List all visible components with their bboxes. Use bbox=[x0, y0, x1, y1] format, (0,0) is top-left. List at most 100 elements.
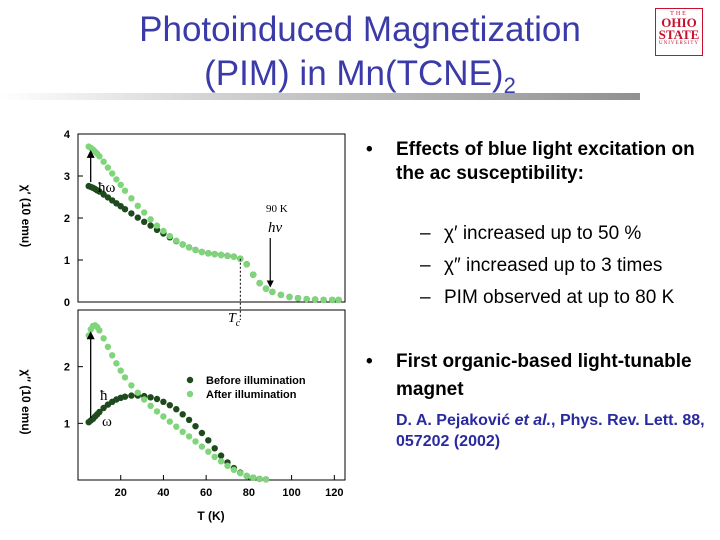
logo-the: THE bbox=[670, 11, 688, 17]
before-illumination-point bbox=[211, 445, 218, 452]
after-illumination-point bbox=[250, 271, 257, 278]
logo-ohio: OHIO bbox=[661, 15, 697, 30]
legend-label-after: After illumination bbox=[206, 389, 297, 401]
y-tick-label: 1 bbox=[64, 255, 70, 267]
hv-arrow-head bbox=[266, 280, 274, 288]
after-illumination-point bbox=[192, 438, 199, 445]
bottom-arrow-label-2: ω bbox=[102, 414, 112, 430]
sub-bullet-text: PIM observed at up to 80 K bbox=[444, 287, 675, 308]
before-illumination-point bbox=[147, 222, 154, 229]
after-illumination-point bbox=[237, 470, 244, 477]
logo-university: UNIVERSITY bbox=[659, 41, 699, 46]
after-illumination-point bbox=[224, 462, 231, 469]
after-illumination-point bbox=[205, 250, 212, 257]
after-illumination-point bbox=[303, 295, 310, 303]
reference-journal: , Phys. Rev. Lett. 88, 057202 (2002) bbox=[396, 412, 705, 450]
top-plot-frame bbox=[77, 133, 346, 303]
title-subscript: 2 bbox=[503, 73, 516, 98]
illumination-arrow-head bbox=[86, 331, 95, 340]
after-illumination-point bbox=[185, 433, 193, 440]
bullet-dot: • bbox=[366, 139, 373, 160]
after-illumination-point bbox=[277, 291, 285, 299]
y-tick-label: 4 bbox=[64, 129, 71, 141]
after-illumination-point bbox=[96, 153, 103, 160]
logo-state: STATE bbox=[658, 27, 700, 42]
after-illumination-point bbox=[262, 285, 270, 292]
after-illumination-point bbox=[320, 296, 327, 304]
bottom-plot-frame bbox=[77, 309, 346, 481]
after-illumination-point bbox=[173, 237, 180, 244]
bottom-xlabel: T (K) bbox=[197, 509, 224, 523]
sub-bullet-dash: – bbox=[420, 287, 431, 308]
y-tick-label: 0 bbox=[64, 297, 70, 309]
after-illumination-point bbox=[198, 248, 206, 256]
after-illumination-point bbox=[286, 293, 293, 301]
after-illumination-point bbox=[294, 295, 302, 302]
before-illumination-point bbox=[128, 392, 135, 399]
x-tick-label: 40 bbox=[157, 487, 169, 499]
tc-label-sub: c bbox=[236, 318, 241, 329]
after-illumination-point bbox=[224, 252, 231, 259]
after-illumination-point bbox=[121, 187, 129, 194]
bullet-text: Effects of blue light excitation on the … bbox=[396, 139, 695, 184]
before-illumination-point bbox=[179, 411, 186, 418]
after-illumination-point bbox=[128, 195, 135, 202]
after-illumination-point bbox=[243, 261, 250, 268]
chart-bottom-panel: 1 2 20 40 60 80 100 120 bbox=[64, 309, 346, 499]
after-illumination-point bbox=[121, 374, 129, 381]
sub-bullet-dash: – bbox=[420, 223, 431, 244]
tc-label-main: T bbox=[228, 311, 237, 326]
after-illumination-point bbox=[117, 181, 124, 188]
top-ylabel: χ′ (10 emu) bbox=[19, 185, 33, 247]
after-illumination-point bbox=[166, 232, 173, 240]
sub-bullet-dash: – bbox=[420, 255, 431, 276]
before-illumination-point bbox=[100, 404, 107, 412]
after-illumination-point bbox=[256, 279, 263, 287]
after-illumination-point bbox=[217, 251, 225, 259]
y-tick-label: 1 bbox=[64, 418, 70, 430]
before-illumination-point bbox=[185, 416, 193, 424]
legend-marker bbox=[186, 390, 194, 398]
after-illumination-point bbox=[329, 296, 336, 304]
bottom-ylabel: χ″ (10 emu) bbox=[19, 369, 33, 434]
after-illumination-point bbox=[211, 250, 218, 258]
sub-bullet-text: χ′ increased up to 50 % bbox=[444, 223, 642, 244]
after-illumination-point bbox=[160, 413, 167, 420]
after-illumination-point bbox=[104, 343, 112, 350]
before-illumination-point bbox=[134, 214, 141, 221]
after-illumination-point bbox=[243, 472, 250, 480]
y-tick-label: 2 bbox=[64, 213, 70, 225]
x-tick-label: 120 bbox=[325, 487, 343, 499]
title-rule bbox=[0, 93, 640, 100]
after-illumination-point bbox=[198, 443, 206, 450]
reference-etal: et al. bbox=[514, 412, 552, 429]
after-illumination-point bbox=[109, 170, 116, 177]
before-illumination-point bbox=[205, 437, 212, 444]
sub-bullet-text: χ″ increased up to 3 times bbox=[444, 255, 663, 276]
after-illumination-point bbox=[179, 241, 186, 248]
x-tick-label: 80 bbox=[243, 487, 255, 499]
after-illumination-point bbox=[173, 423, 180, 430]
bullet-dot: • bbox=[366, 351, 373, 372]
before-illumination-point bbox=[160, 398, 167, 405]
before-illumination-point bbox=[198, 429, 206, 437]
after-illumination-point bbox=[141, 209, 148, 216]
after-illumination-point bbox=[113, 176, 120, 183]
after-illumination-point bbox=[250, 474, 257, 481]
after-illumination-point bbox=[104, 164, 112, 171]
after-illumination-point bbox=[117, 367, 124, 374]
bullet-text: First organic-based light-tunable magnet bbox=[396, 351, 692, 400]
reference-authors: D. A. Pejaković bbox=[396, 412, 515, 429]
after-illumination-point bbox=[147, 402, 154, 409]
title-line-2-text: (PIM) in Mn(TCNE) bbox=[204, 54, 504, 93]
after-illumination-point bbox=[128, 382, 135, 389]
before-illumination-point bbox=[147, 394, 154, 401]
after-illumination-point bbox=[230, 466, 238, 473]
before-illumination-point bbox=[153, 395, 161, 403]
top-arrow-label: ħω bbox=[98, 180, 116, 196]
before-illumination-point bbox=[121, 206, 129, 213]
hv-label: hν bbox=[268, 220, 283, 236]
x-tick-label: 60 bbox=[200, 487, 212, 499]
after-illumination-point bbox=[141, 396, 148, 403]
legend-marker bbox=[186, 376, 194, 384]
